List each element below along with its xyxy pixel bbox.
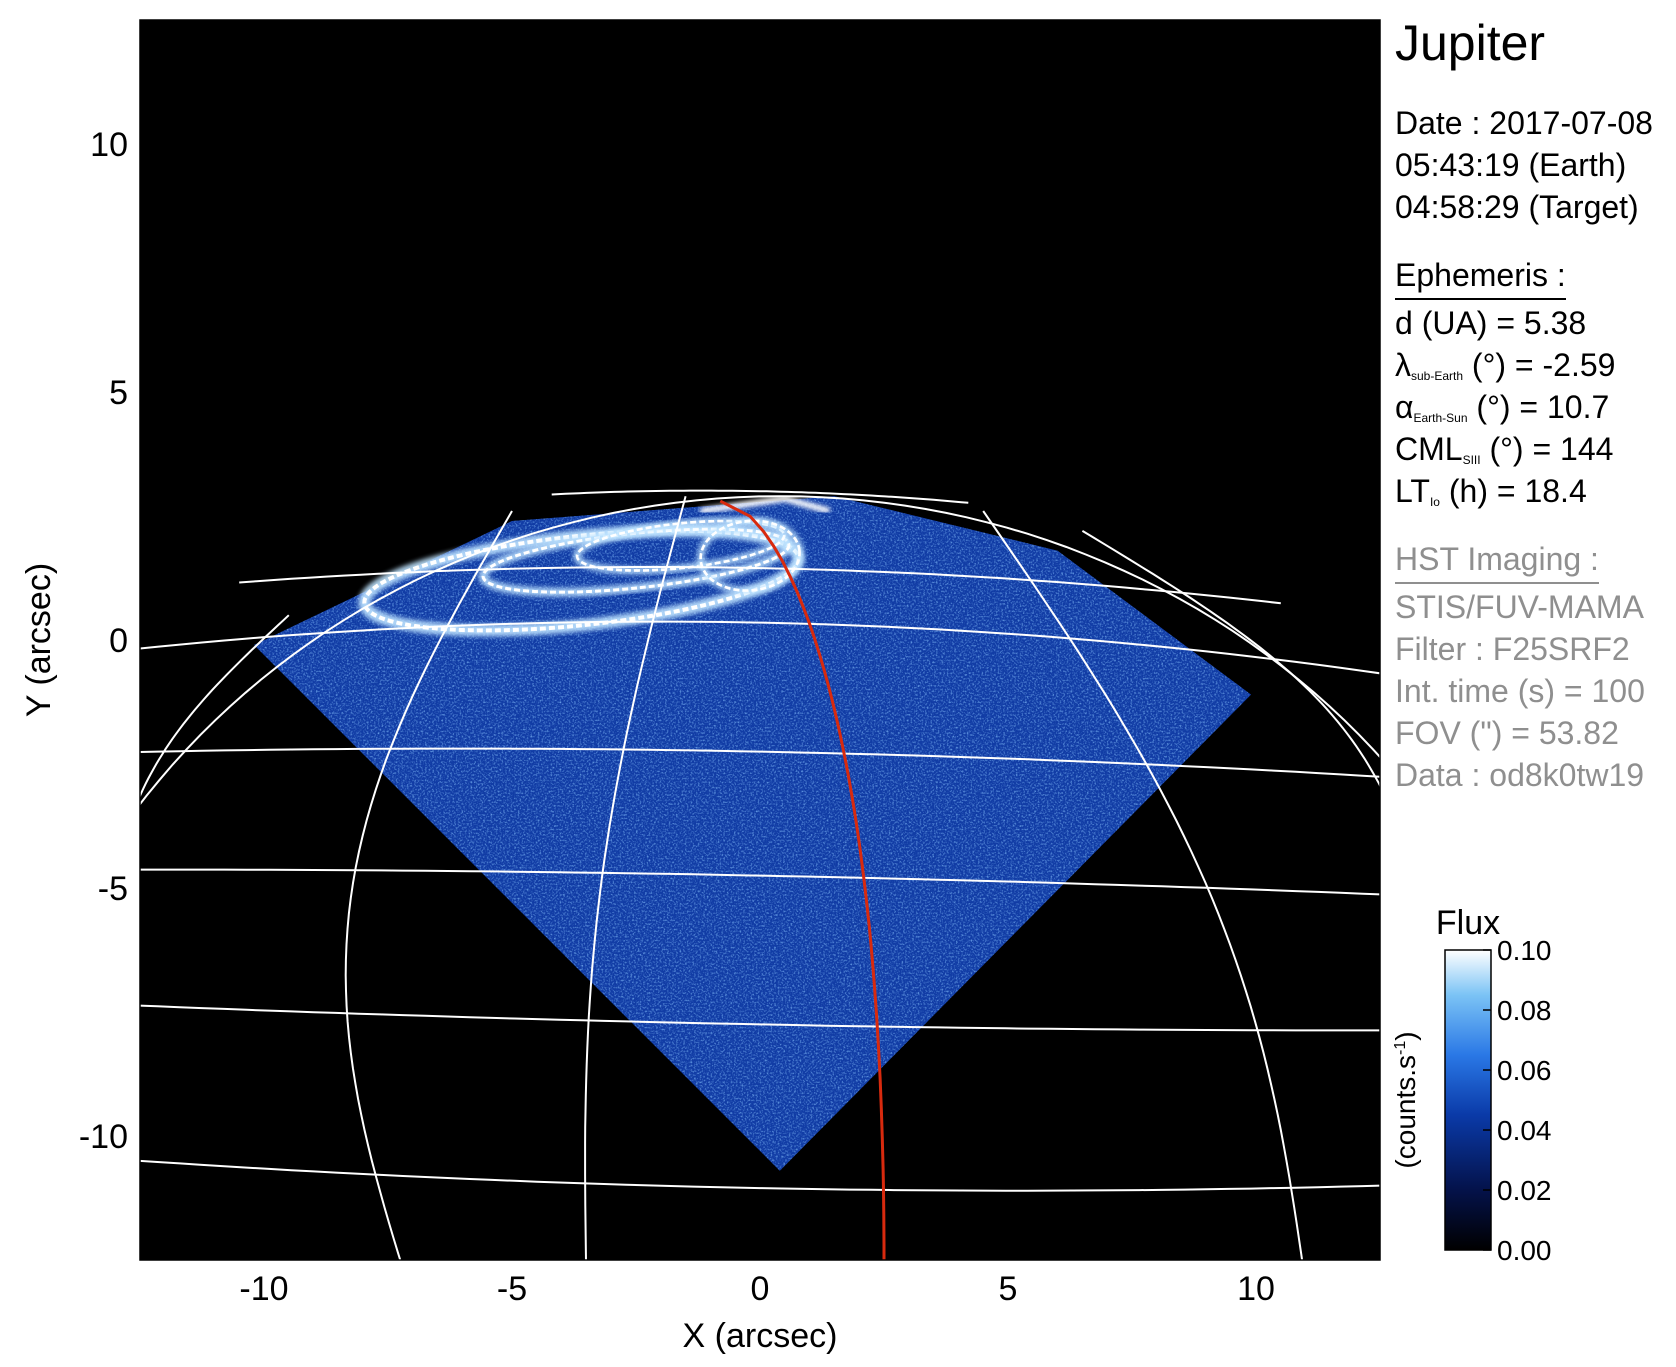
distance-line: d (UA) = 5.38 [1395,305,1587,341]
lambda-value: (°) = -2.59 [1463,347,1616,383]
y-axis-ticks: 10 5 0 -5 -10 [79,126,1380,1156]
colorbar: Flux 0.10 0.08 0.06 0.04 0.02 0.00 (counts.s-… [1390,904,1552,1266]
longitude-line [1081,530,1380,788]
y-axis-label: Y (arcsec) [20,563,58,717]
latitude-line [140,1159,1380,1192]
longitude-line [982,510,1304,1260]
y-tick-label: -5 [98,870,128,908]
colorbar-ticks: 0.10 0.08 0.06 0.04 0.02 0.00 [1483,935,1552,1266]
latitude-line [239,566,1281,605]
cml-value: (°) = 144 [1480,431,1614,467]
colorbar-tick-label: 0.02 [1497,1175,1552,1206]
colorbar-tick-label: 0.10 [1497,935,1552,966]
latitude-line [140,747,1380,778]
y-tick-label: 5 [109,374,128,412]
x-tick-label: -10 [239,1270,288,1308]
aurora-arc-core [699,519,801,592]
x-tick-label: 5 [999,1270,1018,1308]
data-id-line: Data : od8k0tw19 [1395,757,1645,793]
latitude-line [140,1004,1380,1032]
alpha-value: (°) = 10.7 [1467,389,1610,425]
fov-line: FOV (") = 53.82 [1395,715,1619,751]
phase-angle-line: αEarth-Sun (°) = 10.7 [1395,386,1609,439]
local-time-line: LTIo (h) = 18.4 [1395,470,1587,523]
colorbar-title: Flux [1436,904,1500,942]
cml-line: CMLSIII (°) = 144 [1395,428,1613,481]
y-tick-label: -10 [79,1118,128,1156]
lt-value: (h) = 18.4 [1439,473,1587,509]
cml-subscript: SIII [1462,453,1481,467]
latitude-line [140,620,1380,675]
y-tick-label: 0 [109,622,128,660]
colorbar-tick-label: 0.06 [1497,1055,1552,1086]
time-earth: 05:43:19 (Earth) [1395,147,1627,183]
ephemeris-header: Ephemeris : [1395,254,1566,300]
filter-line: Filter : F25SRF2 [1395,631,1630,667]
x-axis-ticks: -10 -5 0 5 10 [239,20,1275,1308]
lt-symbol: LT [1395,473,1430,509]
cml-symbol: CML [1395,431,1463,467]
ephemeris-header-text: Ephemeris : [1395,254,1566,300]
x-tick-label: -5 [497,1270,527,1308]
int-time-line: Int. time (s) = 100 [1395,673,1645,709]
longitude-line [140,614,290,799]
alpha-symbol: α [1395,389,1414,425]
colorbar-gradient [1444,949,1492,1251]
io-footprint-curve [719,499,886,1260]
target-title: Jupiter [1395,15,1546,71]
latitude-line [140,868,1380,896]
colorbar-units-label: (counts.s-1) [1390,1031,1421,1168]
planet-limb [140,495,1380,806]
x-tick-label: 10 [1237,1270,1275,1308]
colorbar-tick-label: 0.00 [1497,1235,1552,1266]
hst-header: HST Imaging : [1395,538,1599,584]
y-tick-label: 10 [90,126,128,164]
hst-header-text: HST Imaging : [1395,538,1599,584]
colorbar-tick-label: 0.08 [1497,995,1552,1026]
x-tick-label: 0 [751,1270,770,1308]
lambda-subscript: sub-Earth [1411,369,1464,383]
instrument-line: STIS/FUV-MAMA [1395,589,1644,625]
colorbar-tick-label: 0.04 [1497,1115,1552,1146]
date-line: Date : 2017-07-08 [1395,105,1653,141]
sub-earth-latitude-line: λsub-Earth (°) = -2.59 [1395,344,1615,397]
latitude-line [551,489,969,504]
longitude-line [584,495,687,1260]
lat-lon-grid [140,489,1380,1260]
lambda-symbol: λ [1395,347,1411,383]
lt-subscript: Io [1429,495,1440,509]
x-axis-label: X (arcsec) [683,1317,838,1355]
longitude-line [344,510,513,1260]
time-target: 04:58:29 (Target) [1395,189,1639,225]
auroral-oval [358,495,831,637]
alpha-subscript: Earth-Sun [1413,411,1468,425]
